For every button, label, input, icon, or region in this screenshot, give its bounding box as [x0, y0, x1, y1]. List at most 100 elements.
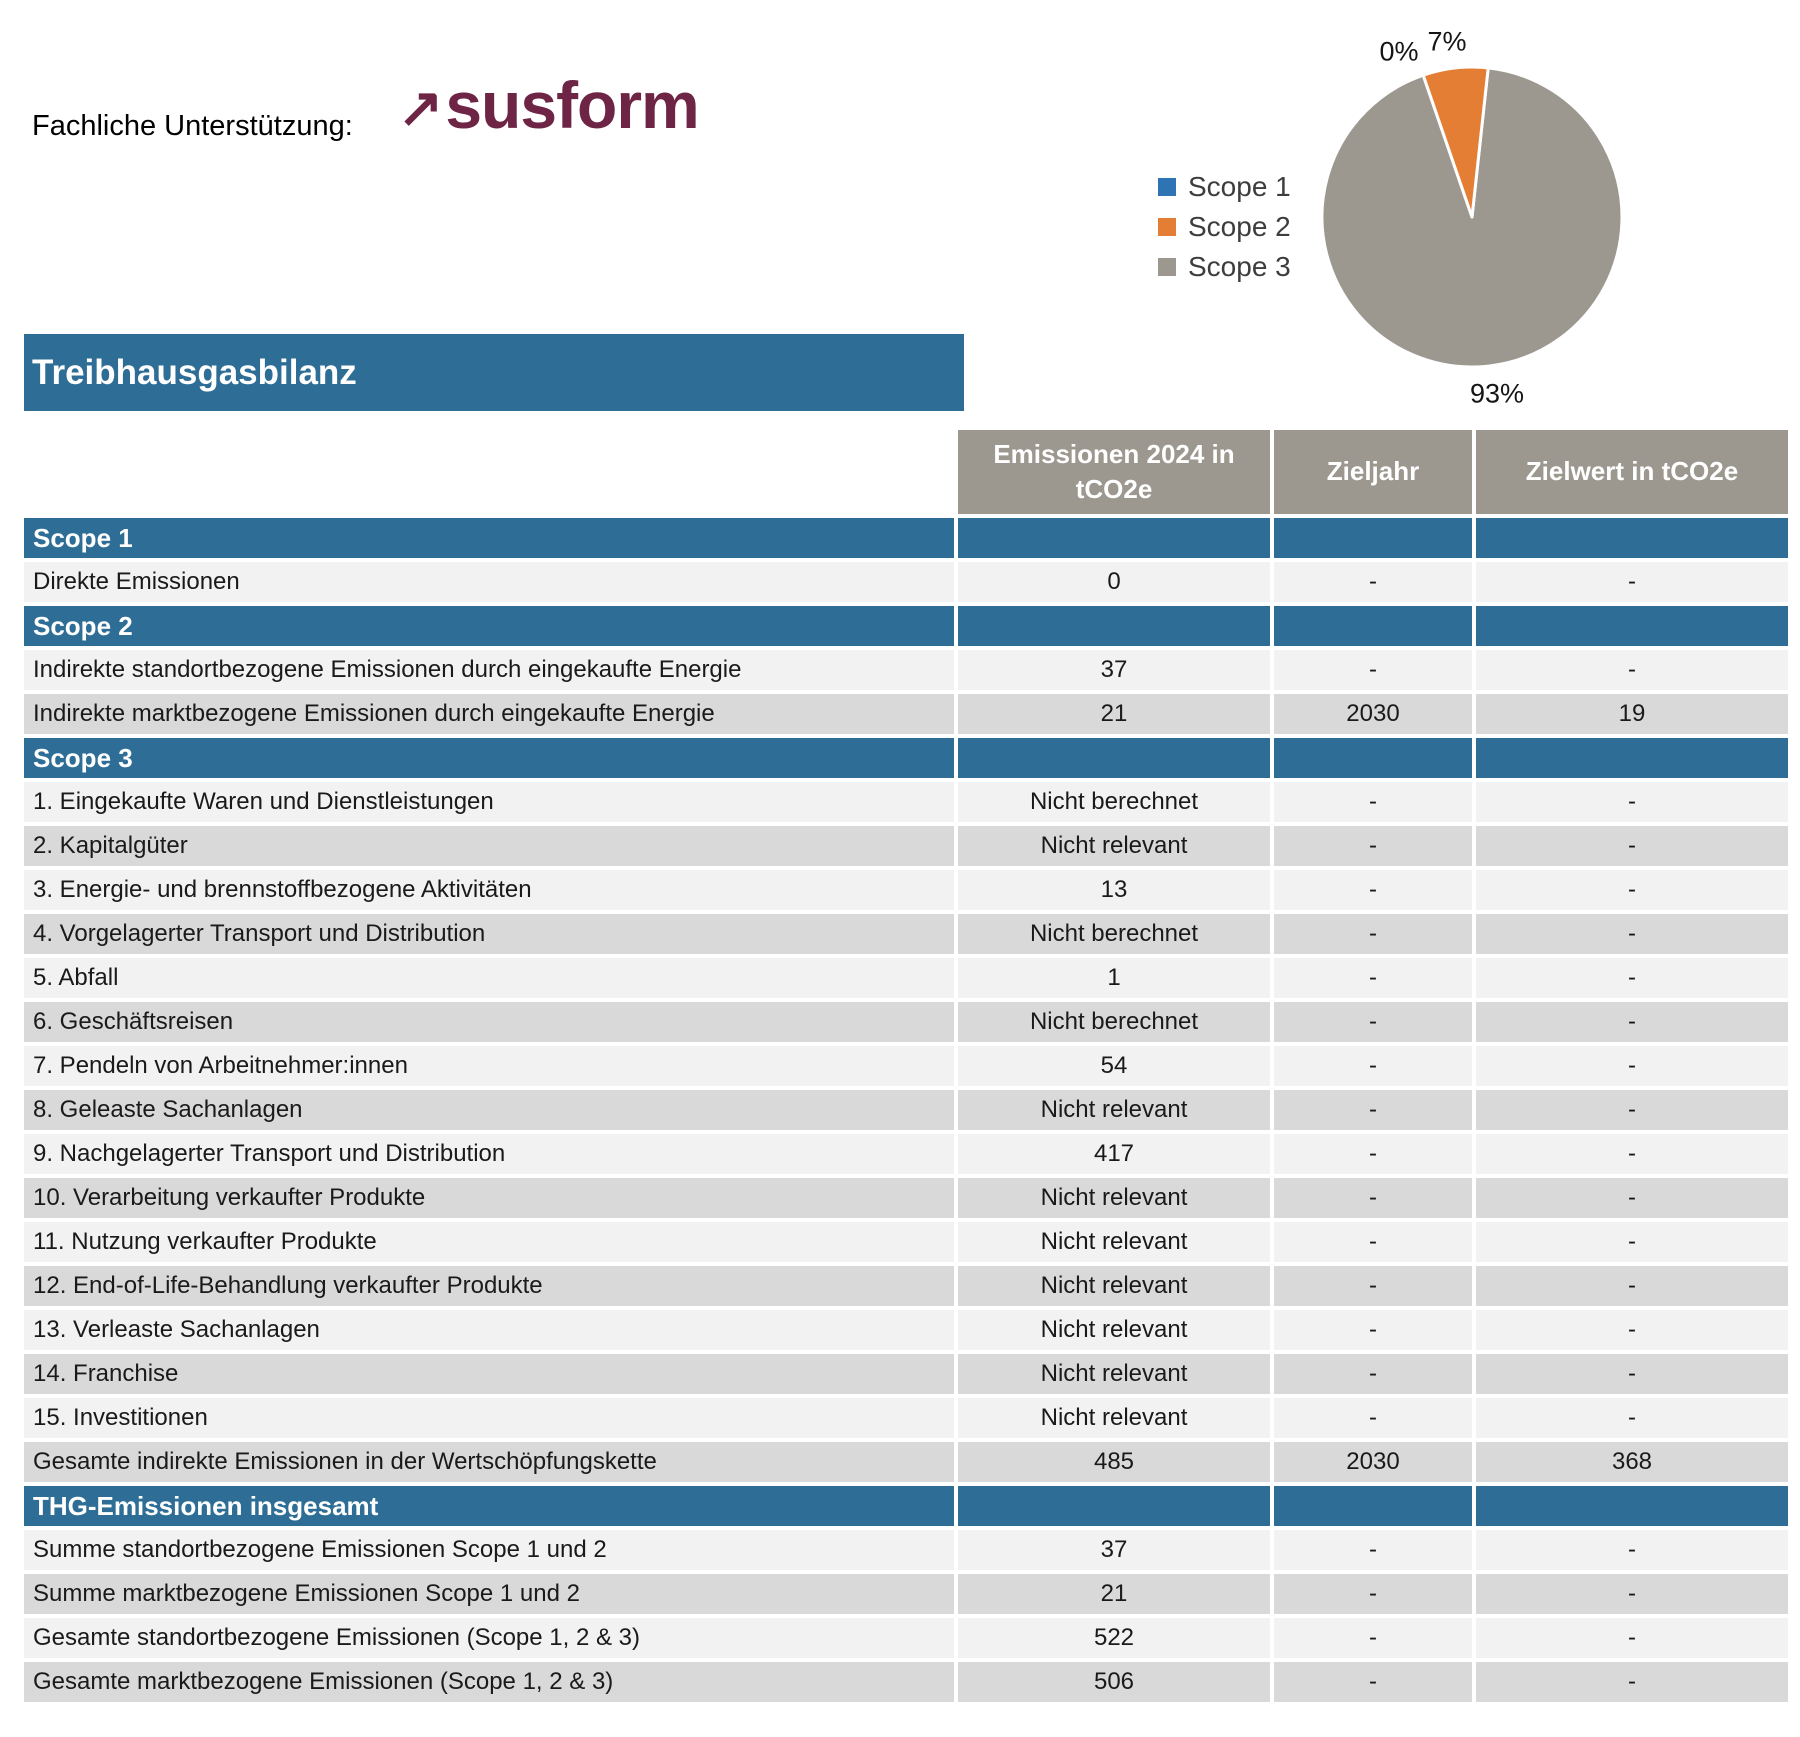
value-cell-0: Nicht relevant [958, 1398, 1270, 1438]
value-cell-1: - [1274, 562, 1472, 602]
legend-swatch-icon [1158, 218, 1176, 236]
pie-chart [1317, 62, 1627, 372]
table-row: 14. Franchise Nicht relevant - - [24, 1354, 1788, 1394]
value-cell-1: - [1274, 914, 1472, 954]
row-label: 14. Franchise [24, 1354, 954, 1394]
value-cell-0: Nicht relevant [958, 826, 1270, 866]
table-row: Direkte Emissionen 0- - [24, 562, 1788, 602]
value-cell-2: 368 [1476, 1442, 1788, 1482]
row-label: 11. Nutzung verkaufter Produkte [24, 1222, 954, 1262]
table-row: 1. Eingekaufte Waren und Dienstleistunge… [24, 782, 1788, 822]
row-label: 5. Abfall [24, 958, 954, 998]
table-row: 11. Nutzung verkaufter Produkte Nicht rel… [24, 1222, 1788, 1262]
section-cell [1274, 518, 1472, 558]
value-cell-1: - [1274, 1222, 1472, 1262]
value-cell-0: 13 [958, 870, 1270, 910]
susform-logo: ↗susform [398, 72, 700, 138]
value-cell-2: - [1476, 782, 1788, 822]
legend-swatch-icon [1158, 178, 1176, 196]
legend-label: Scope 3 [1188, 251, 1291, 282]
value-cell-1: - [1274, 1398, 1472, 1438]
row-label: 13. Verleaste Sachanlagen [24, 1310, 954, 1350]
row-label: 15. Investitionen [24, 1398, 954, 1438]
value-cell-1: - [1274, 1530, 1472, 1570]
value-cell-2: - [1476, 1354, 1788, 1394]
value-cell-0: Nicht relevant [958, 1090, 1270, 1130]
table-row: Summe marktbezogene Emissionen Scope 1 u… [24, 1574, 1788, 1614]
value-cell-1: - [1274, 782, 1472, 822]
value-cell-2: 19 [1476, 694, 1788, 734]
support-label: Fachliche Unterstützung: [32, 110, 353, 142]
row-label: 1. Eingekaufte Waren und Dienstleistunge… [24, 782, 954, 822]
section-cell [958, 606, 1270, 646]
value-cell-1: - [1274, 1310, 1472, 1350]
table-row: 8. Geleaste Sachanlagen Nicht relevant - - [24, 1090, 1788, 1130]
row-label: Summe marktbezogene Emissionen Scope 1 u… [24, 1574, 954, 1614]
value-cell-0: Nicht relevant [958, 1310, 1270, 1350]
value-cell-0: Nicht berechnet [958, 914, 1270, 954]
table-row: Gesamte indirekte Emissionen in der Wert… [24, 1442, 1788, 1482]
pie-percent-label-scope3: 93% [1469, 378, 1525, 409]
row-label: 3. Energie- und brennstoffbezogene Aktiv… [24, 870, 954, 910]
value-cell-1: - [1274, 1354, 1472, 1394]
value-cell-1: - [1274, 1662, 1472, 1702]
value-cell-1: - [1274, 1178, 1472, 1218]
value-cell-2: - [1476, 1310, 1788, 1350]
table-row: Gesamte marktbezogene Emissionen (Scope … [24, 1662, 1788, 1702]
value-cell-2: - [1476, 1002, 1788, 1042]
value-cell-0: Nicht relevant [958, 1354, 1270, 1394]
value-cell-0: 21 [958, 1574, 1270, 1614]
value-cell-0: 21 [958, 694, 1270, 734]
logo-arrow-icon: ↗ [398, 78, 443, 138]
legend-item-scope-2: Scope 2 [1158, 211, 1291, 242]
pie-slice-scope-2 [1421, 65, 1490, 219]
table-row: 12. End-of-Life-Behandlung verkaufter Pr… [24, 1266, 1788, 1306]
value-cell-0: 1 [958, 958, 1270, 998]
section-row: Scope 2 [24, 606, 1788, 646]
pie-percent-label-scope2: 7% [1427, 26, 1467, 57]
value-cell-1: - [1274, 826, 1472, 866]
row-label: Direkte Emissionen [24, 562, 954, 602]
pie-chart-svg [1320, 65, 1624, 369]
row-label: 6. Geschäftsreisen [24, 1002, 954, 1042]
section-label: Scope 1 [24, 518, 954, 558]
row-label: 12. End-of-Life-Behandlung verkaufter Pr… [24, 1266, 954, 1306]
value-cell-1: - [1274, 1002, 1472, 1042]
section-label: Scope 3 [24, 738, 954, 778]
value-cell-2: - [1476, 1530, 1788, 1570]
value-cell-0: Nicht berechnet [958, 782, 1270, 822]
value-cell-0: 417 [958, 1134, 1270, 1174]
value-cell-0: Nicht relevant [958, 1178, 1270, 1218]
value-cell-2: - [1476, 1266, 1788, 1306]
value-cell-0: Nicht berechnet [958, 1002, 1270, 1042]
value-cell-1: - [1274, 650, 1472, 690]
row-label: Summe standortbezogene Emissionen Scope … [24, 1530, 954, 1570]
column-header-0: Emissionen 2024 in tCO2e [958, 430, 1270, 514]
column-header-2: Zielwert in tCO2e [1476, 430, 1788, 514]
page-title-banner: Treibhausgasbilanz [24, 334, 964, 411]
value-cell-1: - [1274, 1046, 1472, 1086]
value-cell-1: 2030 [1274, 694, 1472, 734]
value-cell-2: - [1476, 1134, 1788, 1174]
value-cell-0: 37 [958, 1530, 1270, 1570]
section-label: THG-Emissionen insgesamt [24, 1486, 954, 1526]
table-row: 3. Energie- und brennstoffbezogene Aktiv… [24, 870, 1788, 910]
legend-label: Scope 2 [1188, 211, 1291, 242]
value-cell-0: 485 [958, 1442, 1270, 1482]
row-label: 8. Geleaste Sachanlagen [24, 1090, 954, 1130]
row-label: 9. Nachgelagerter Transport und Distribu… [24, 1134, 954, 1174]
row-label: 7. Pendeln von Arbeitnehmer:innen [24, 1046, 954, 1086]
table-header-row: Emissionen 2024 in tCO2e Zieljahr Zielwert… [24, 430, 1788, 514]
value-cell-0: 522 [958, 1618, 1270, 1658]
section-row: Scope 3 [24, 738, 1788, 778]
row-label: 10. Verarbeitung verkaufter Produkte [24, 1178, 954, 1218]
legend-item-scope-1: Scope 1 [1158, 171, 1291, 202]
table-row: 2. Kapitalgüter Nicht relevant - - [24, 826, 1788, 866]
value-cell-0: 54 [958, 1046, 1270, 1086]
legend-item-scope-3: Scope 3 [1158, 251, 1291, 282]
table-row: 4. Vorgelagerter Transport und Distribut… [24, 914, 1788, 954]
value-cell-2: - [1476, 826, 1788, 866]
section-cell [1274, 606, 1472, 646]
value-cell-0: Nicht relevant [958, 1222, 1270, 1262]
